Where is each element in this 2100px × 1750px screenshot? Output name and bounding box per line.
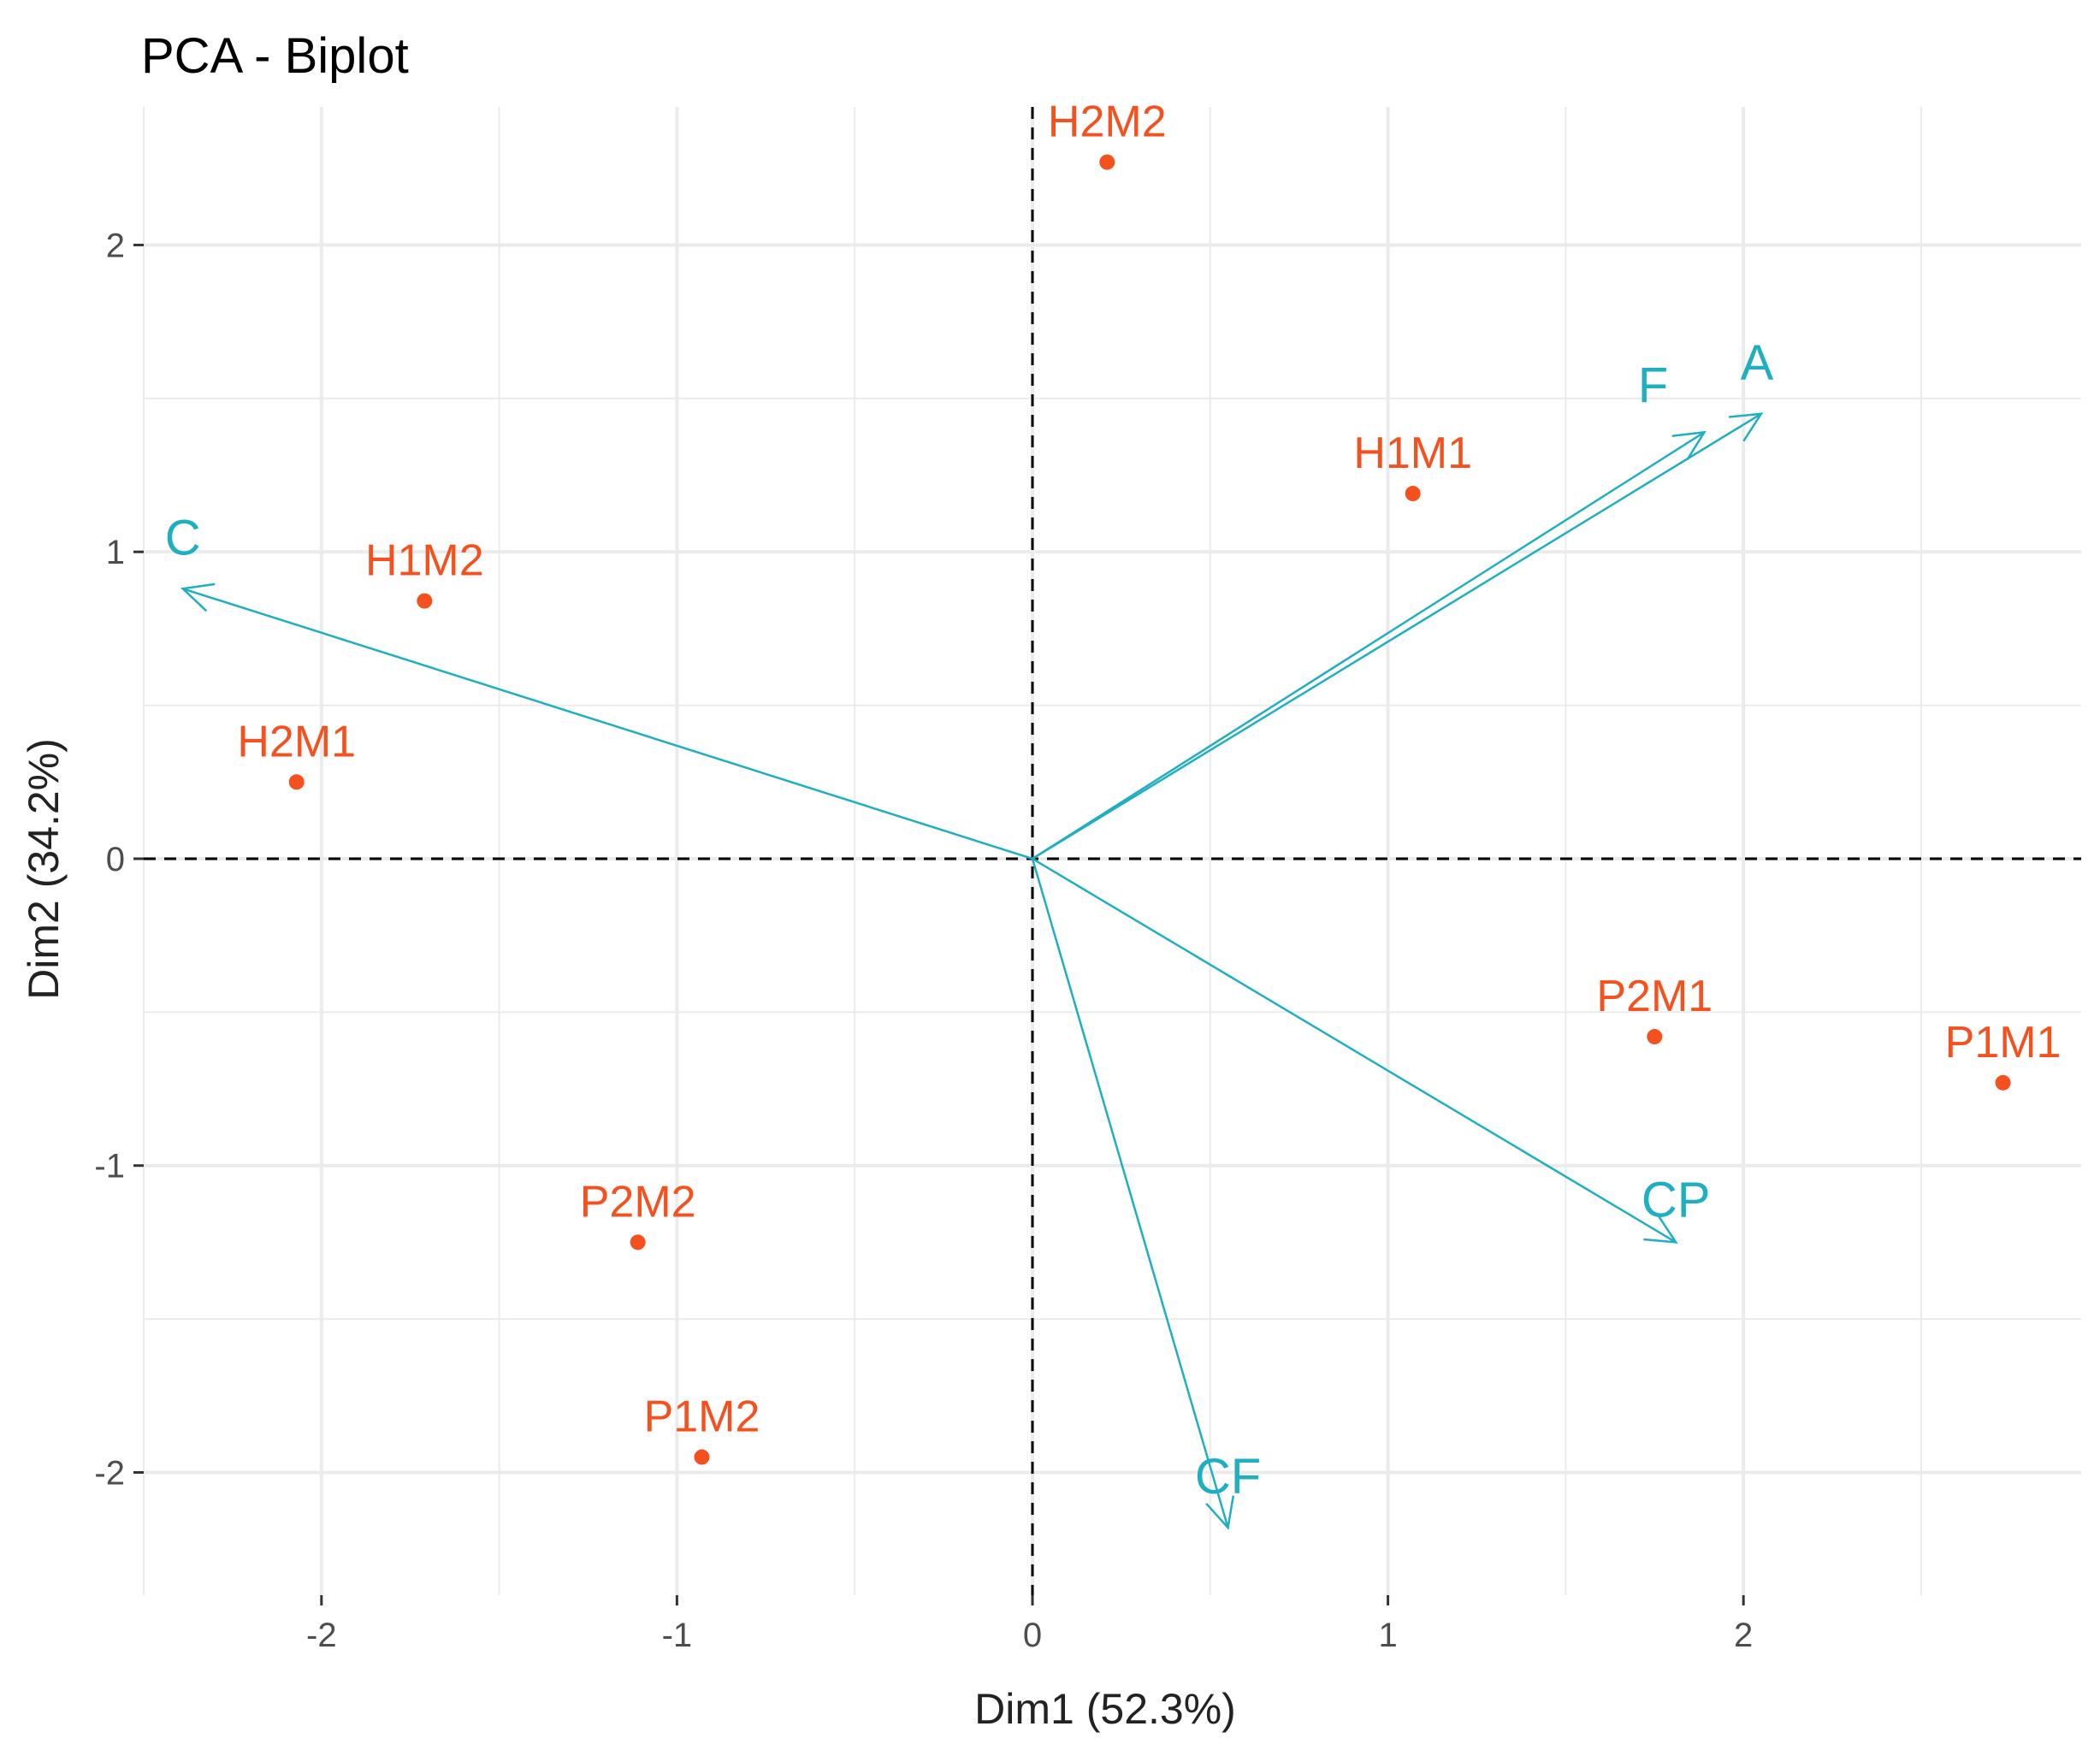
arrow-shaft xyxy=(182,588,1033,860)
variable-label-a: A xyxy=(1741,335,1774,391)
individual-h2m1: H2M1 xyxy=(237,717,356,790)
x-tick-label: 1 xyxy=(1378,1617,1397,1654)
individual-h2m2: H2M2 xyxy=(1048,98,1167,170)
individual-p1m1: P1M1 xyxy=(1945,1018,2062,1091)
arrow-shaft xyxy=(1032,431,1706,860)
individual-p2m2: P2M2 xyxy=(580,1177,696,1250)
individual-point xyxy=(1405,486,1421,502)
individual-point xyxy=(1647,1029,1663,1045)
variable-label-c: C xyxy=(165,510,201,565)
grid-minor xyxy=(143,107,2081,1595)
arrow-shaft xyxy=(1032,857,1677,1244)
individual-p1m2: P1M2 xyxy=(644,1392,760,1465)
x-tick-label: -2 xyxy=(306,1617,337,1654)
variable-label-cp: CP xyxy=(1642,1172,1711,1227)
individual-label: H2M2 xyxy=(1048,98,1167,147)
variable-arrow-cp: CP xyxy=(1032,857,1711,1244)
arrow-head xyxy=(1205,1495,1235,1530)
individual-point xyxy=(1995,1074,2011,1091)
individual-p2m1: P2M1 xyxy=(1596,972,1713,1045)
grid-major xyxy=(144,107,2081,1595)
arrow-head xyxy=(1643,1215,1678,1244)
arrow-head xyxy=(1729,412,1764,442)
individual-label: P1M2 xyxy=(644,1392,760,1442)
individual-point xyxy=(630,1234,646,1250)
variable-arrows: F A C CP CF xyxy=(165,335,1774,1530)
individual-points: H2M2 H1M1 H1M2 H2M1 P2M1 P1M1 P2M2 P1M2 xyxy=(237,98,2061,1465)
x-axis-title: Dim1 (52.3%) xyxy=(974,1685,1236,1733)
y-tick-label: 0 xyxy=(106,841,125,878)
arrow-head xyxy=(180,582,216,612)
chart-title: PCA - Biplot xyxy=(141,28,409,84)
arrow-shaft xyxy=(1031,858,1229,1528)
individual-point xyxy=(288,774,305,790)
individual-label: P2M1 xyxy=(1596,972,1713,1021)
y-tick-label: -1 xyxy=(94,1148,125,1185)
arrow-shaft xyxy=(1032,412,1762,860)
variable-arrow-c: C xyxy=(165,510,1033,860)
individual-label: H1M1 xyxy=(1353,429,1472,478)
arrow-head xyxy=(1671,430,1707,461)
x-tick-label: 0 xyxy=(1023,1617,1042,1654)
individual-point xyxy=(694,1449,710,1465)
variable-arrow-f: F xyxy=(1032,358,1707,860)
individual-h1m1: H1M1 xyxy=(1353,429,1472,502)
axis-ticks: -2 -1 0 1 2 -2 -1 0 1 2 xyxy=(94,227,1753,1654)
y-axis-title: Dim2 (34.2%) xyxy=(20,738,68,1000)
individual-label: P2M2 xyxy=(580,1177,696,1227)
individual-label: P1M1 xyxy=(1945,1018,2062,1067)
variable-arrow-cf: CF xyxy=(1031,858,1261,1530)
y-tick-label: -2 xyxy=(94,1454,125,1492)
individual-label: H1M2 xyxy=(365,536,484,586)
reference-lines xyxy=(144,107,2081,1595)
x-tick-label: 2 xyxy=(1734,1617,1753,1654)
variable-label-f: F xyxy=(1638,358,1668,413)
y-tick-label: 1 xyxy=(106,534,125,571)
variable-arrow-a: A xyxy=(1032,335,1774,860)
individual-label: H2M1 xyxy=(237,717,356,766)
x-tick-label: -1 xyxy=(662,1617,693,1654)
individual-point xyxy=(1099,154,1115,170)
individual-h1m2: H1M2 xyxy=(365,536,484,609)
variable-label-cf: CF xyxy=(1195,1449,1261,1505)
y-tick-label: 2 xyxy=(106,227,125,264)
individual-point xyxy=(417,593,433,609)
